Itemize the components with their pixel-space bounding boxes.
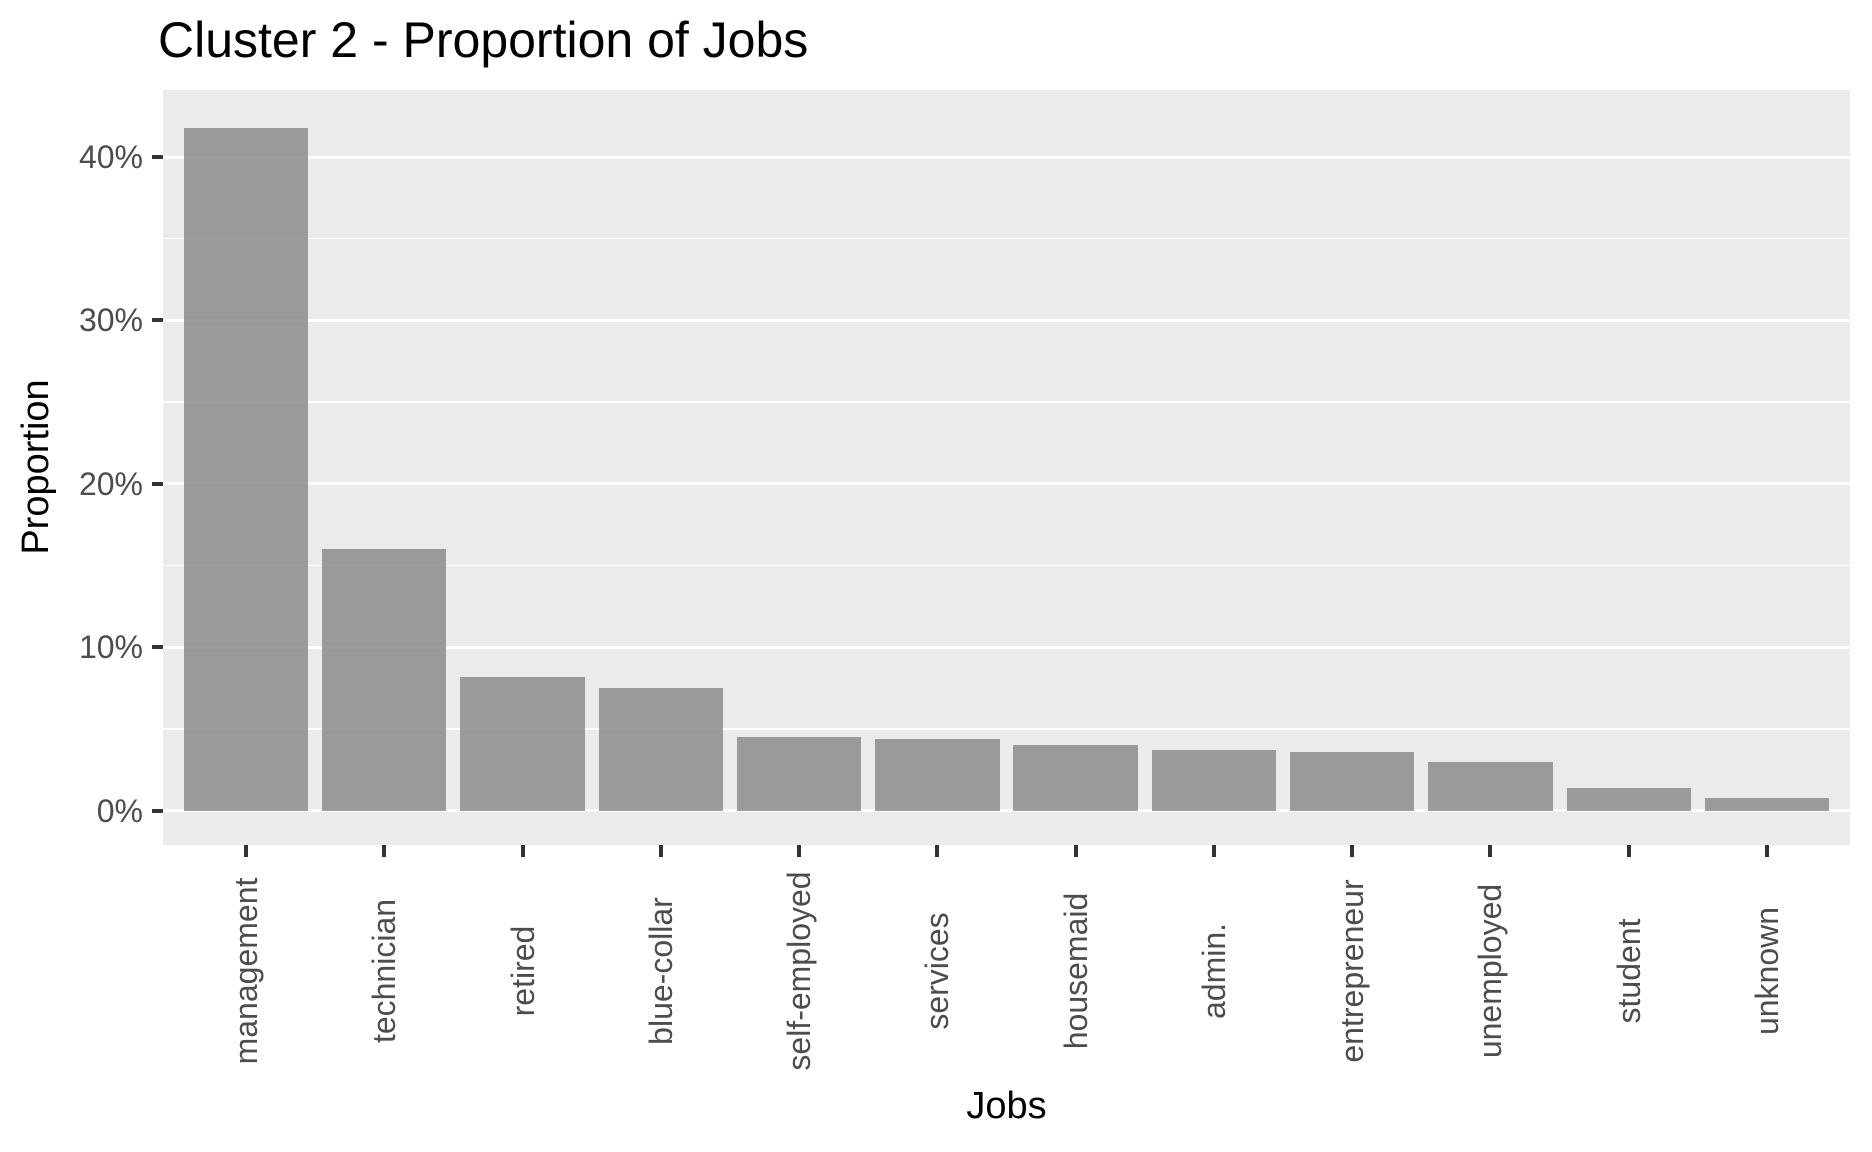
x-tick-label: admin. — [1195, 922, 1232, 1020]
x-tick-label: services — [919, 912, 956, 1030]
y-gridline-major — [163, 318, 1850, 322]
x-tick-mark — [1350, 845, 1355, 857]
x-tick-label: entrepreneur — [1334, 879, 1371, 1063]
x-tick-mark — [382, 845, 387, 857]
bar-unknown — [1704, 797, 1830, 811]
y-tick-mark — [152, 318, 163, 323]
x-tick-label: technician — [366, 898, 403, 1044]
x-tick-label: self-employed — [781, 871, 818, 1071]
x-tick-mark — [1765, 845, 1770, 857]
bar-technician — [322, 549, 447, 811]
x-tick-mark — [797, 845, 802, 857]
x-tick-label: student — [1610, 918, 1647, 1024]
bar-admin. — [1151, 750, 1277, 811]
y-tick-label: 30% — [78, 302, 143, 339]
x-tick-label: retired — [504, 925, 541, 1017]
y-tick-label: 0% — [96, 792, 143, 829]
y-tick-mark — [152, 808, 163, 813]
y-tick-mark — [152, 645, 163, 650]
y-gridline-minor — [163, 401, 1850, 403]
x-tick-mark — [1626, 845, 1631, 857]
x-axis-title: Jobs — [966, 1085, 1047, 1127]
x-tick-mark — [243, 845, 248, 857]
y-tick-label: 10% — [78, 629, 143, 666]
bar-unemployed — [1428, 761, 1553, 811]
x-tick-mark — [1211, 845, 1216, 857]
y-gridline-minor — [163, 728, 1850, 730]
y-gridline-major — [163, 482, 1850, 486]
y-gridline-minor — [163, 237, 1850, 240]
y-tick-mark — [152, 155, 163, 159]
bar-services — [875, 738, 1000, 811]
y-tick-mark — [152, 481, 163, 486]
y-gridline-minor — [163, 564, 1850, 567]
bar-management — [183, 127, 309, 811]
x-tick-mark — [935, 845, 940, 857]
bar-retired — [460, 676, 585, 811]
y-gridline-major — [163, 809, 1850, 813]
y-gridline-major — [163, 155, 1850, 159]
y-tick-label: 40% — [78, 139, 143, 175]
bar-self-employed — [736, 737, 862, 811]
bar-housemaid — [1013, 745, 1138, 811]
x-tick-mark — [520, 845, 525, 857]
chart-title: Cluster 2 - Proportion of Jobs — [158, 12, 809, 68]
x-tick-label: blue-collar — [642, 897, 679, 1045]
y-tick-label: 20% — [78, 465, 143, 502]
plot-panel — [163, 90, 1850, 845]
bar-student — [1566, 787, 1691, 811]
x-tick-mark — [1073, 845, 1078, 857]
x-tick-mark — [1488, 845, 1493, 857]
bar-blue-collar — [598, 688, 723, 811]
x-tick-label: unemployed — [1472, 883, 1509, 1059]
bar-entrepreneur — [1289, 751, 1415, 811]
x-tick-label: unknown — [1749, 906, 1786, 1036]
x-tick-label: management — [227, 877, 264, 1065]
y-gridline-major — [163, 645, 1850, 649]
x-tick-mark — [658, 845, 663, 857]
x-tick-label: housemaid — [1057, 892, 1094, 1050]
